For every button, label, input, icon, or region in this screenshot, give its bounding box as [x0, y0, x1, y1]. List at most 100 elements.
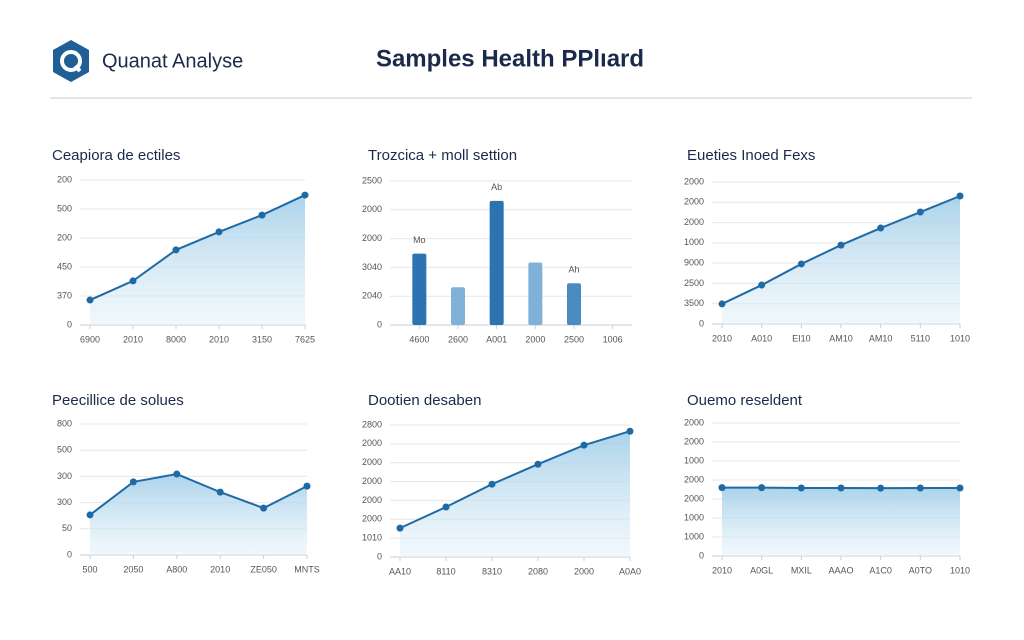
point — [580, 441, 588, 449]
bar — [489, 200, 504, 325]
y-tick-label: 2000 — [362, 495, 382, 505]
y-tick-label: 2040 — [362, 291, 382, 301]
x-tick-label: A0A0 — [619, 566, 641, 576]
point — [837, 484, 845, 492]
line — [399, 430, 631, 530]
point — [797, 484, 805, 492]
x-tick-label: 1010 — [950, 333, 970, 343]
point — [258, 211, 266, 219]
line — [89, 194, 306, 301]
bar — [528, 262, 543, 325]
point — [129, 277, 137, 285]
x-tick-label: 2080 — [528, 566, 548, 576]
x-tick-label: 2010 — [210, 564, 230, 574]
x-tick-label: AM10 — [829, 333, 853, 343]
y-tick-label: 0 — [699, 318, 704, 328]
point — [718, 300, 726, 308]
y-tick-label: 300 — [57, 471, 72, 481]
x-tick-label: A800 — [166, 564, 187, 574]
y-tick-label: 200 — [57, 232, 72, 242]
point — [534, 460, 542, 468]
point — [956, 192, 964, 200]
y-tick-label: 200 — [57, 174, 72, 184]
x-tick-label: 8110 — [436, 566, 455, 576]
bar — [567, 283, 581, 325]
bar — [412, 253, 427, 325]
y-tick-label: 450 — [57, 261, 72, 271]
point — [877, 224, 885, 232]
y-tick-label: 2800 — [362, 419, 382, 429]
y-tick-label: 0 — [377, 551, 382, 561]
y-tick-label: 2000 — [684, 176, 704, 186]
point — [877, 484, 885, 492]
area — [90, 195, 305, 325]
x-tick-label: A1C0 — [869, 565, 892, 575]
panel-title: Peecillice de solues — [52, 392, 184, 409]
y-tick-label: 0 — [377, 319, 382, 329]
point — [86, 511, 94, 519]
x-tick-label: 3150 — [252, 334, 272, 344]
x-tick-label: ZE050 — [250, 564, 277, 574]
x-tick-label: 2010 — [712, 565, 732, 575]
point — [442, 503, 450, 511]
panel-title: Ouemo reseldent — [687, 392, 803, 409]
y-tick-label: 2000 — [362, 438, 382, 448]
x-tick-label: MNTS — [294, 564, 320, 574]
y-tick-label: 0 — [67, 549, 72, 559]
area — [722, 195, 960, 324]
point — [172, 246, 180, 254]
x-tick-label: 7625 — [295, 334, 315, 344]
x-tick-label: EI10 — [792, 333, 811, 343]
point — [216, 488, 224, 496]
y-tick-label: 2000 — [684, 417, 704, 427]
x-tick-label: 8000 — [166, 334, 186, 344]
point — [303, 482, 311, 490]
x-tick-label: 1010 — [950, 565, 970, 575]
point — [837, 241, 845, 249]
x-tick-label: 6900 — [80, 334, 100, 344]
y-tick-label: 1000 — [684, 237, 704, 247]
brand: Quanat Analyse — [102, 50, 243, 72]
x-tick-label: 2000 — [525, 334, 545, 344]
y-tick-label: 3040 — [362, 262, 382, 272]
x-tick-label: 5110 — [911, 333, 930, 343]
line — [89, 473, 308, 516]
x-tick-label: 4600 — [409, 334, 429, 344]
point — [916, 208, 924, 216]
x-tick-label: 2010 — [209, 334, 229, 344]
y-tick-label: 0 — [67, 319, 72, 329]
point — [797, 260, 805, 268]
x-tick-label: AAAO — [828, 565, 853, 575]
x-tick-label: A010 — [751, 333, 772, 343]
bar — [451, 287, 465, 325]
y-tick-label: 2000 — [684, 217, 704, 227]
point — [260, 504, 268, 512]
y-tick-label: 370 — [57, 290, 72, 300]
point — [956, 484, 964, 492]
y-tick-label: 2000 — [684, 197, 704, 207]
panel-title: Ceapiora de ectiles — [52, 147, 180, 164]
point — [488, 480, 496, 488]
y-tick-label: 1000 — [684, 455, 704, 465]
y-tick-label: 2000 — [684, 436, 704, 446]
y-tick-label: 3500 — [684, 298, 704, 308]
panel-title: Trozcica + moll settion — [368, 147, 517, 164]
area — [722, 487, 960, 556]
x-tick-label: 8310 — [482, 566, 502, 576]
y-tick-label: 0 — [699, 550, 704, 560]
logo — [53, 40, 89, 82]
x-tick-label: 500 — [82, 564, 97, 574]
point — [758, 281, 766, 289]
x-tick-label: AA10 — [389, 566, 411, 576]
y-tick-label: 1000 — [684, 531, 704, 541]
y-tick-label: 2000 — [362, 204, 382, 214]
y-tick-label: 9000 — [684, 258, 704, 268]
x-tick-label: 2000 — [574, 566, 594, 576]
y-tick-label: 2000 — [362, 476, 382, 486]
y-tick-label: 2500 — [362, 175, 382, 185]
y-tick-label: 2000 — [362, 514, 382, 524]
area — [400, 431, 630, 557]
point — [129, 478, 137, 486]
bar-annotation: Ah — [568, 265, 579, 275]
